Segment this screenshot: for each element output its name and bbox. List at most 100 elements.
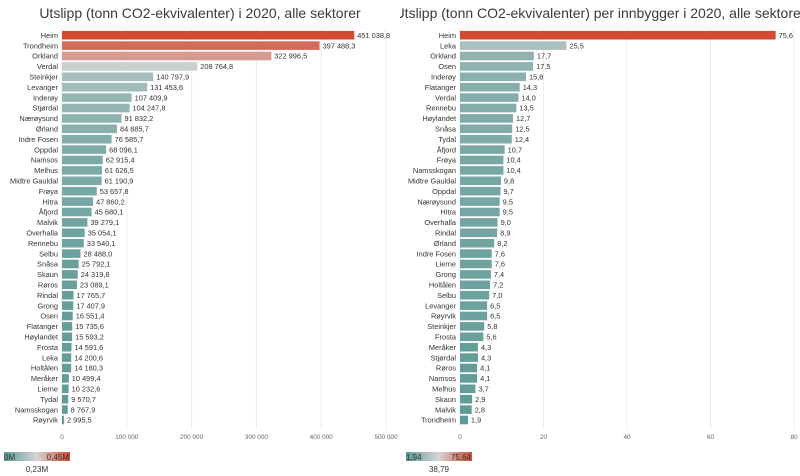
bar-row-30[interactable]: Frosta 14 591,6 xyxy=(37,342,103,352)
bar[interactable] xyxy=(460,93,519,102)
bar[interactable] xyxy=(62,405,68,414)
bar[interactable] xyxy=(460,311,488,321)
bar[interactable] xyxy=(460,197,500,206)
bar[interactable] xyxy=(62,155,103,165)
bar-row-17[interactable]: Hitra 9,5 xyxy=(440,207,513,217)
bar[interactable] xyxy=(62,270,78,279)
bar[interactable] xyxy=(460,103,517,113)
bar-row-34[interactable]: Melhus 3,7 xyxy=(432,384,489,394)
bar[interactable] xyxy=(460,72,526,82)
bar[interactable] xyxy=(62,72,154,82)
bar-row-25[interactable]: Selbu 7,0 xyxy=(437,290,503,300)
bar-row-21[interactable]: Indre Fosen 7,6 xyxy=(417,249,505,258)
bar-row-26[interactable]: Grong 17 407,9 xyxy=(37,301,105,310)
bar-row-35[interactable]: Tydal 9 570,7 xyxy=(40,394,96,404)
bar-row-7[interactable]: Rennebu 13,5 xyxy=(426,103,534,113)
bar-row-23[interactable]: Skaun 24 319,8 xyxy=(37,270,110,279)
bar-row-33[interactable]: Namsos 4,1 xyxy=(429,374,491,383)
bar[interactable] xyxy=(62,134,112,144)
bar-row-28[interactable]: Flatanger 15 735,6 xyxy=(27,322,104,331)
bar[interactable] xyxy=(460,166,504,175)
bar-row-1[interactable]: Trondheim 397 488,3 xyxy=(23,41,356,50)
bar-row-4[interactable]: Steinkjer 140 797,9 xyxy=(29,72,189,82)
bar[interactable] xyxy=(460,249,492,258)
bar[interactable] xyxy=(460,176,501,186)
bar-row-1[interactable]: Leka 25,5 xyxy=(440,41,584,50)
bar-row-7[interactable]: Stjørdal 104 247,8 xyxy=(33,103,166,113)
bar-row-32[interactable]: Holtålen 14 180,3 xyxy=(31,363,103,373)
bar[interactable] xyxy=(62,41,320,50)
bar[interactable] xyxy=(62,207,92,217)
bar-row-36[interactable]: Malvik 2,8 xyxy=(435,405,485,414)
bar[interactable] xyxy=(460,280,491,290)
bar[interactable] xyxy=(460,82,520,92)
bar[interactable] xyxy=(460,155,504,165)
bar[interactable] xyxy=(460,207,500,217)
bar-row-27[interactable]: Osen 16 551,4 xyxy=(40,311,105,321)
bar-row-8[interactable]: Nærøysund 91 832,2 xyxy=(19,114,153,123)
bar[interactable] xyxy=(62,176,102,186)
bar-row-31[interactable]: Stjørdal 4,3 xyxy=(431,353,492,362)
bar[interactable] xyxy=(460,415,468,425)
bar-row-27[interactable]: Røyrvik 6,5 xyxy=(431,311,500,321)
bar-row-12[interactable]: Namsos 62 915,4 xyxy=(31,155,135,165)
bar[interactable] xyxy=(62,259,79,269)
bar-row-0[interactable]: Heim 75,6 xyxy=(439,30,793,40)
bar-row-22[interactable]: Snåsa 25 792,1 xyxy=(37,259,110,269)
bar[interactable] xyxy=(62,290,74,300)
bar[interactable] xyxy=(62,342,72,352)
bar-row-16[interactable]: Hitra 47 860,2 xyxy=(42,197,125,206)
bar-row-36[interactable]: Namsskogan 8 767,9 xyxy=(15,405,95,414)
bar-row-15[interactable]: Frøya 53 657,8 xyxy=(39,186,129,196)
bar[interactable] xyxy=(460,353,478,362)
bar-row-3[interactable]: Osen 17,5 xyxy=(438,62,550,71)
bar[interactable] xyxy=(62,197,94,206)
bar[interactable] xyxy=(62,103,130,113)
bar-row-0[interactable]: Heim 451 038,8 xyxy=(41,30,390,40)
bar[interactable] xyxy=(460,238,495,248)
bar[interactable] xyxy=(62,166,102,175)
bar-row-2[interactable]: Orkland 17,7 xyxy=(430,51,551,61)
bar[interactable] xyxy=(460,145,505,154)
bar[interactable] xyxy=(62,322,73,331)
bar-row-30[interactable]: Meråker 4,3 xyxy=(429,342,491,352)
bar[interactable] xyxy=(62,82,148,92)
bar[interactable] xyxy=(460,218,498,227)
bar-row-31[interactable]: Leka 14 200,6 xyxy=(42,353,103,362)
bar[interactable] xyxy=(460,124,513,134)
bar-row-4[interactable]: Inderøy 15,8 xyxy=(431,72,543,82)
bar-row-16[interactable]: Nærøysund 9,5 xyxy=(417,197,513,206)
bar[interactable] xyxy=(460,134,512,144)
bar-row-34[interactable]: Lierne 10 232,6 xyxy=(37,384,100,394)
bar[interactable] xyxy=(62,415,64,425)
bar[interactable] xyxy=(62,186,97,196)
bar-row-26[interactable]: Levanger 6,5 xyxy=(425,301,500,310)
bar-row-13[interactable]: Namsskogan 10,4 xyxy=(413,166,521,175)
bar-row-2[interactable]: Orkland 322 996,5 xyxy=(32,51,307,61)
bar-row-19[interactable]: Overhalla 35 054,1 xyxy=(26,228,116,238)
bar[interactable] xyxy=(460,228,498,238)
bar-row-10[interactable]: Indre Fosen 76 585,7 xyxy=(19,134,144,144)
bar-row-21[interactable]: Selbu 28 488,0 xyxy=(39,249,112,258)
bar[interactable] xyxy=(460,374,478,383)
bar[interactable] xyxy=(460,290,490,300)
bar[interactable] xyxy=(62,30,355,40)
bar-row-29[interactable]: Høylandet 15 593,2 xyxy=(24,332,104,342)
bar[interactable] xyxy=(62,114,122,123)
bar[interactable] xyxy=(62,280,77,290)
bar[interactable] xyxy=(62,394,69,404)
bar-row-25[interactable]: Rindal 17 765,7 xyxy=(37,290,105,300)
bar[interactable] xyxy=(62,145,107,154)
bar[interactable] xyxy=(460,301,488,310)
bar[interactable] xyxy=(62,374,69,383)
bar-row-29[interactable]: Frosta 5,6 xyxy=(435,332,497,342)
bar-row-37[interactable]: Trondheim 1,9 xyxy=(421,415,481,425)
bar-row-15[interactable]: Oppdal 9,7 xyxy=(432,186,514,196)
bar[interactable] xyxy=(460,394,473,404)
bar-row-5[interactable]: Levanger 131 453,6 xyxy=(27,82,183,92)
bar[interactable] xyxy=(62,384,69,394)
bar[interactable] xyxy=(460,41,567,50)
bar[interactable] xyxy=(62,332,73,342)
bar[interactable] xyxy=(460,405,472,414)
bar[interactable] xyxy=(62,311,73,321)
